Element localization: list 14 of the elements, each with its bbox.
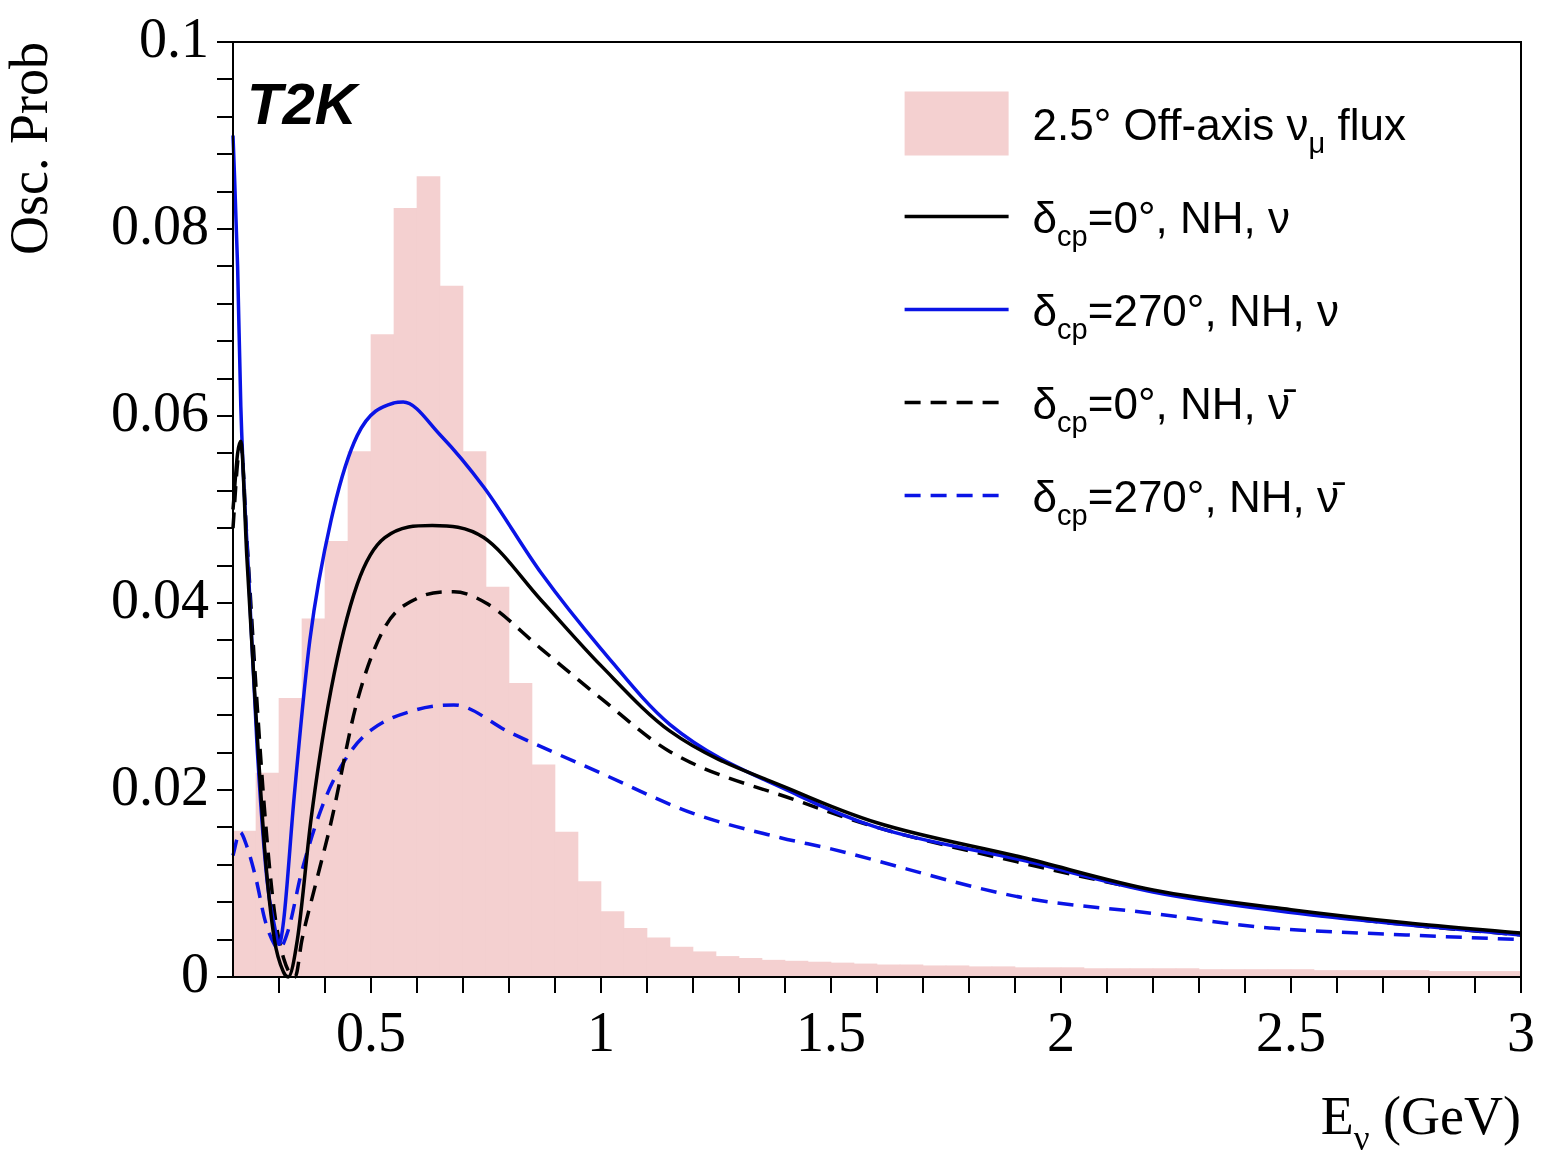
annotation: T2K — [247, 71, 361, 136]
y-tick-label: 0.08 — [111, 193, 209, 256]
y-tick-label: 0.06 — [111, 380, 209, 443]
y-tick-label: 0.1 — [139, 6, 209, 69]
x-tick-label: 2.5 — [1256, 1001, 1326, 1064]
y-tick-label: 0.04 — [111, 567, 209, 630]
x-tick-label: 2 — [1047, 1001, 1075, 1064]
x-tick-label: 1 — [587, 1001, 615, 1064]
x-tick-label: 1.5 — [796, 1001, 866, 1064]
y-axis-title: Osc. Prob — [0, 42, 59, 255]
x-tick-label: 3 — [1507, 1001, 1535, 1064]
y-tick-label: 0.02 — [111, 754, 209, 817]
y-tick-label: 0 — [181, 941, 209, 1004]
x-tick-label: 0.5 — [336, 1001, 406, 1064]
